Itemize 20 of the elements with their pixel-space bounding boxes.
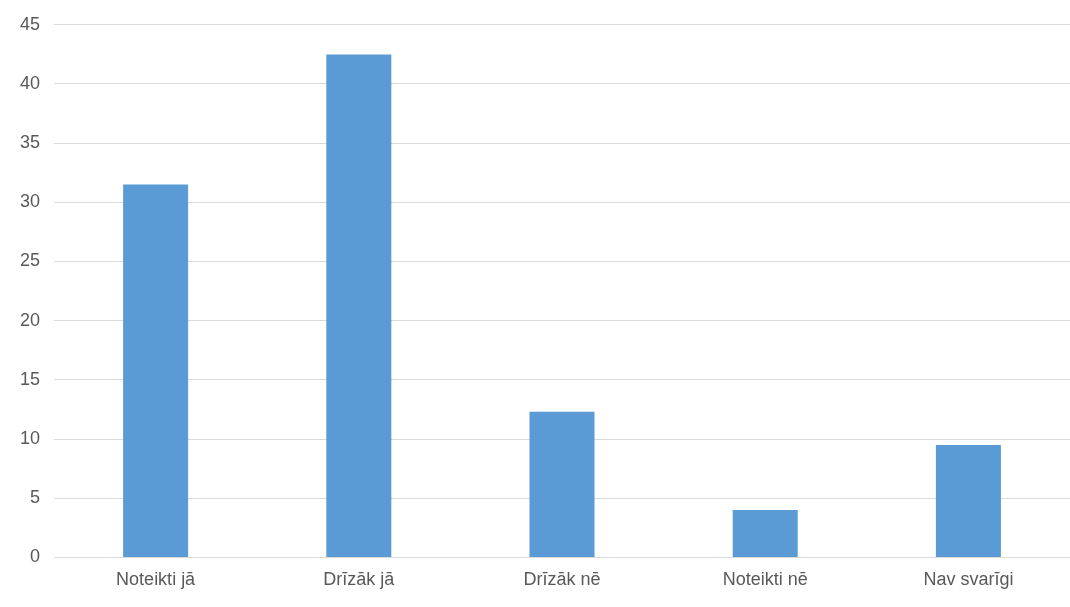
x-tick-label: Nav svarīgi [923,569,1014,590]
y-tick-label: 0 [30,546,41,567]
y-tick-label: 30 [19,191,41,212]
bar [529,411,595,557]
x-tick-label: Noteikti jā [116,569,197,590]
y-tick-label: 5 [30,487,41,508]
y-tick-label: 15 [19,368,41,389]
bar [935,444,1001,557]
y-tick-label: 35 [19,132,41,153]
y-tick-label: 10 [19,428,41,449]
y-tick-label: 45 [19,13,41,34]
bar [326,54,392,557]
y-tick-label: 40 [19,72,41,93]
x-tick-label: Drīzāk jā [323,569,396,590]
x-tick-label: Drīzāk nē [523,569,601,590]
y-tick-label: 25 [19,250,41,271]
bar [732,510,798,557]
x-tick-label: Noteikti nē [722,569,808,590]
y-tick-label: 20 [19,309,41,330]
bar [123,184,189,557]
